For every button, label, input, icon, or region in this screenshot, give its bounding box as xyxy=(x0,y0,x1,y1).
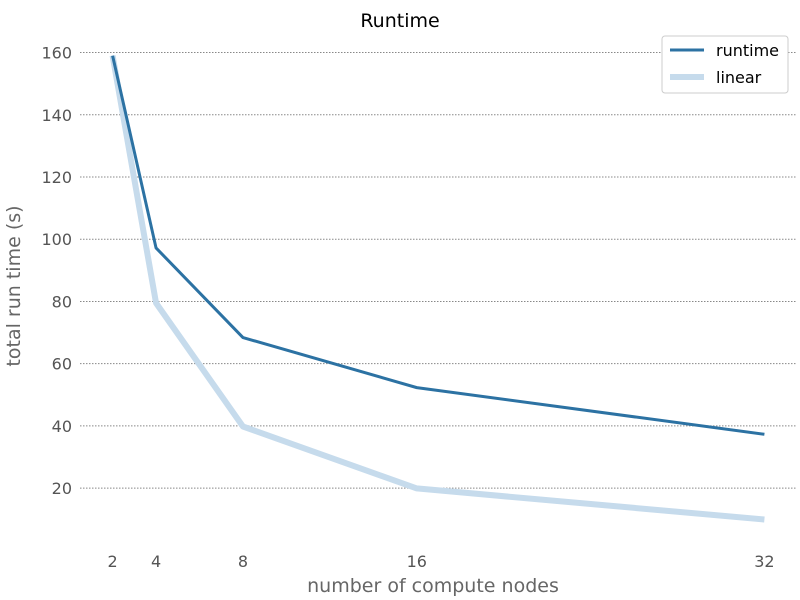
tick-labels: 20 40 60 80 100 120 140 160 2 4 8 16 32 xyxy=(41,44,774,571)
y-tick-label-120: 120 xyxy=(41,168,72,187)
y-tick-label-140: 140 xyxy=(41,106,72,125)
x-tick-label-16: 16 xyxy=(407,552,427,571)
series-line-linear xyxy=(109,55,765,523)
x-tick-label-4: 4 xyxy=(151,552,161,571)
chart-title: Runtime xyxy=(360,10,439,32)
legend-label-runtime: runtime xyxy=(716,41,779,60)
y-tick-label-60: 60 xyxy=(52,355,72,374)
x-axis-label: number of compute nodes xyxy=(307,575,559,597)
y-tick-label-40: 40 xyxy=(52,417,72,436)
legend: runtime linear xyxy=(661,35,789,94)
y-axis-label: total run time (s) xyxy=(3,205,25,366)
legend-label-linear: linear xyxy=(716,68,762,87)
series-lines xyxy=(109,55,765,523)
y-tick-label-100: 100 xyxy=(41,230,72,249)
x-tick-label-2: 2 xyxy=(107,552,117,571)
y-tick-label-20: 20 xyxy=(52,479,72,498)
x-tick-label-32: 32 xyxy=(754,552,774,571)
y-tick-label-80: 80 xyxy=(52,292,72,311)
y-tick-label-160: 160 xyxy=(41,44,72,63)
x-tick-label-8: 8 xyxy=(238,552,248,571)
series-line-runtime xyxy=(111,55,765,436)
